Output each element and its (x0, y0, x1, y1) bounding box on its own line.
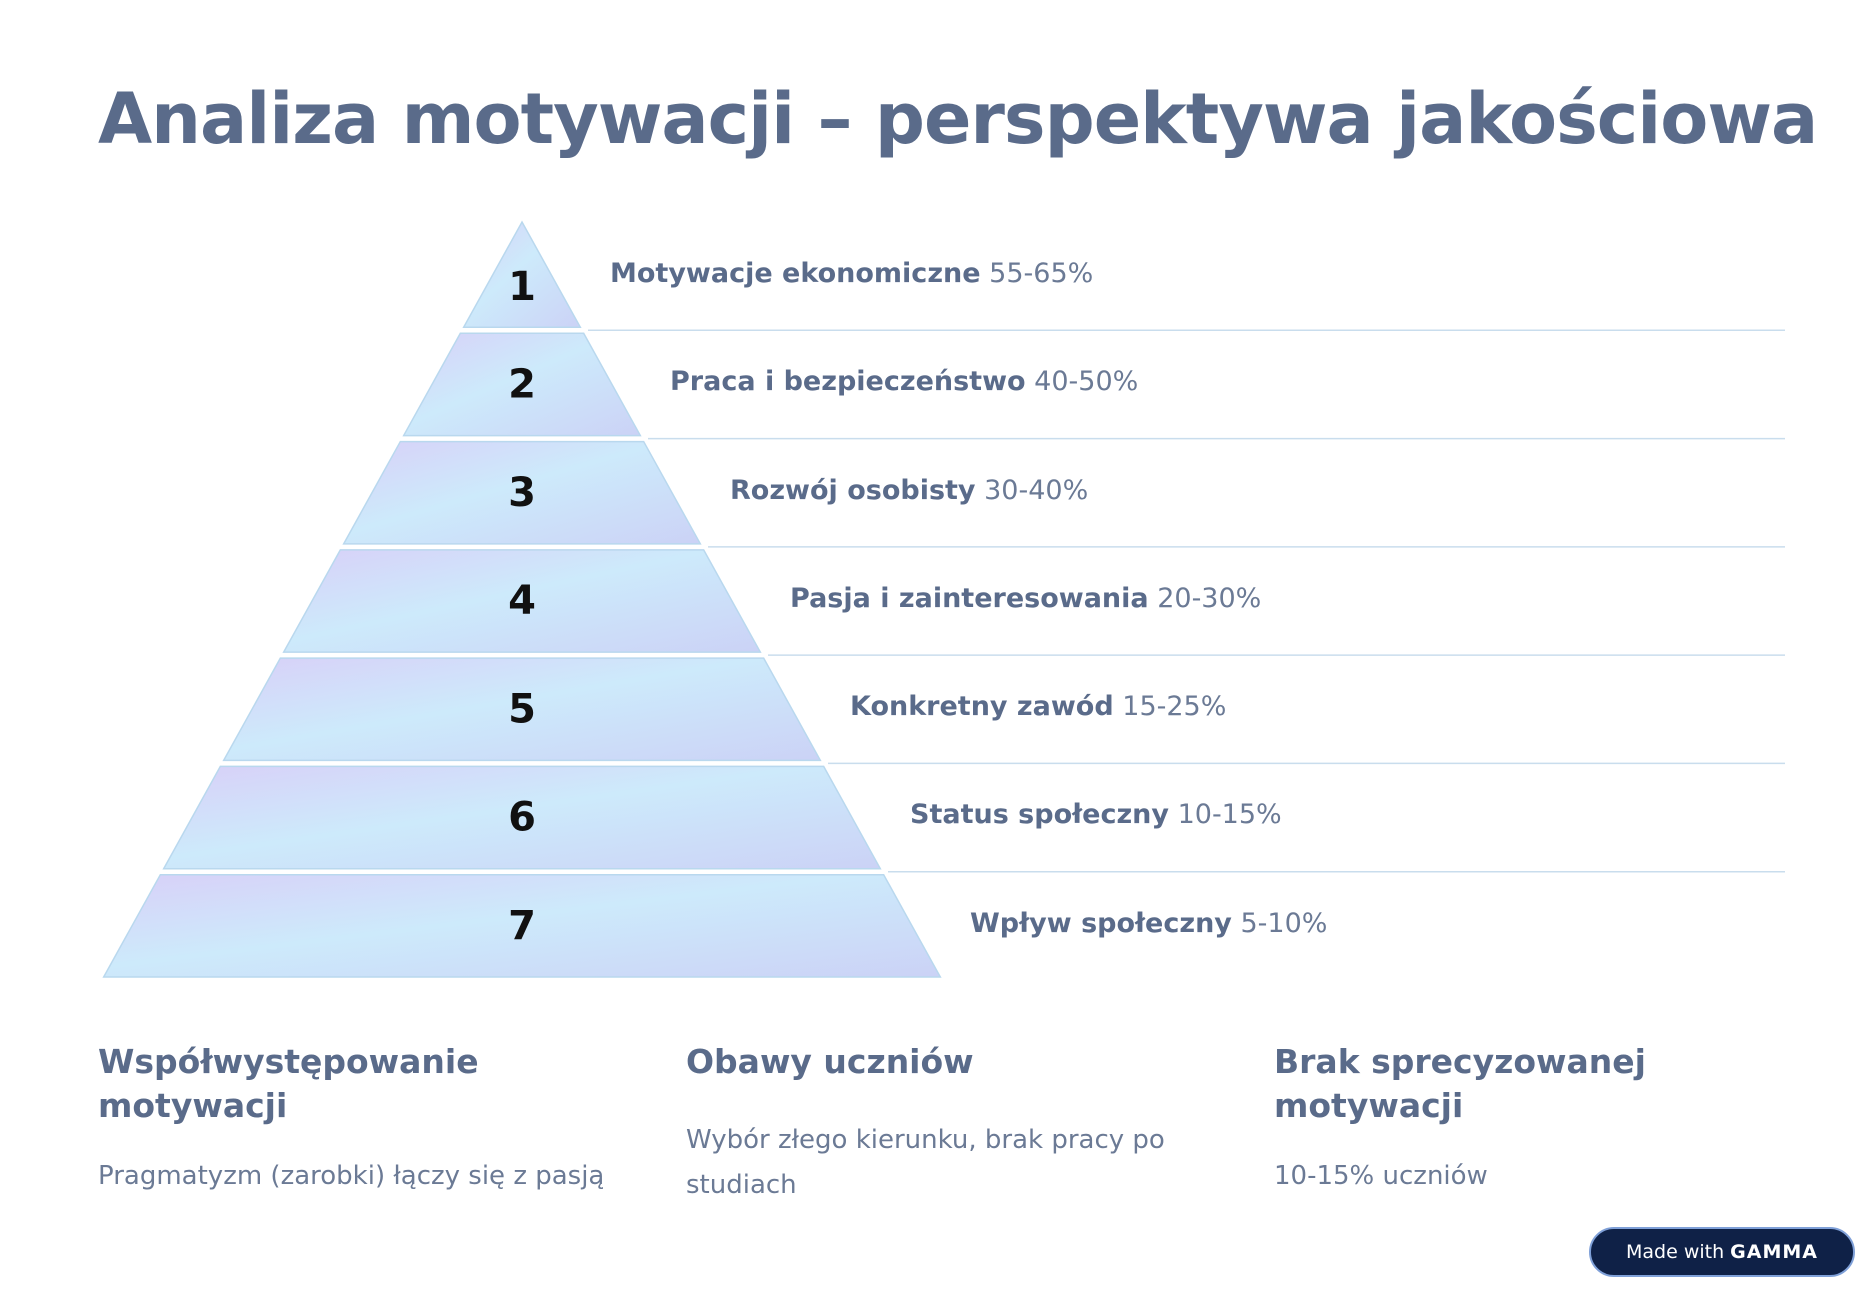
tier-label-name: Status społeczny (910, 799, 1169, 831)
tier-label-percent: 30-40% (975, 474, 1089, 506)
tier-label: Praca i bezpieczeństwo 40-50% (670, 366, 1138, 398)
tier-label-percent: 55-65% (980, 257, 1094, 289)
tier-number: 4 (508, 578, 536, 624)
pyramid-tier-5 (222, 657, 822, 762)
tier-number: 7 (508, 903, 536, 949)
column-text: Wybór złego kierunku, brak pracy po stud… (686, 1125, 1165, 1200)
tier-label: Pasja i zainteresowania 20-30% (790, 583, 1261, 615)
tier-label-name: Rozwój osobisty (730, 474, 976, 506)
pyramid-tier-7 (102, 873, 942, 978)
tier-number: 1 (508, 264, 536, 310)
tier-label-percent: 5-10% (1231, 907, 1328, 939)
tier-number: 3 (508, 470, 536, 516)
tier-label-percent: 20-30% (1148, 582, 1262, 614)
column-cooccurrence: Współwystępowanie motywacji Pragmatyzm (… (98, 1040, 618, 1199)
tier-label-name: Wpływ społeczny (970, 907, 1232, 939)
tier-number: 2 (508, 362, 536, 408)
column-text: Pragmatyzm (zarobki) łączy się z pasją (98, 1161, 605, 1191)
tier-label: Wpływ społeczny 5-10% (970, 908, 1327, 940)
column-no-motivation: Brak sprecyzowanej motywacji 10-15% uczn… (1274, 1040, 1734, 1199)
column-heading: Współwystępowanie motywacji (98, 1042, 479, 1125)
tier-label: Status społeczny 10-15% (910, 799, 1282, 831)
column-text: 10-15% uczniów (1274, 1161, 1488, 1191)
column-concerns: Obawy uczniów Wybór złego kierunku, brak… (686, 1040, 1186, 1208)
tier-label-name: Konkretny zawód (850, 691, 1114, 723)
pyramid-tier-4 (282, 549, 762, 653)
pyramid-diagram: 1 2 3 4 5 6 7 (102, 220, 1785, 978)
pyramid-tier-6 (162, 765, 882, 870)
tier-label-percent: 40-50% (1025, 366, 1139, 398)
tier-label-percent: 15-25% (1113, 691, 1227, 723)
tier-label: Konkretny zawód 15-25% (850, 691, 1226, 723)
column-heading: Brak sprecyzowanej motywacji (1274, 1042, 1646, 1125)
made-with-gamma-badge[interactable]: Made with GAMMA (1589, 1227, 1855, 1277)
tier-label-name: Praca i bezpieczeństwo (670, 366, 1026, 398)
page-title: Analiza motywacji – perspektywa jakościo… (98, 78, 1818, 160)
tier-label-name: Pasja i zainteresowania (790, 582, 1149, 614)
tier-label: Motywacje ekonomiczne 55-65% (610, 258, 1093, 290)
tier-label-percent: 10-15% (1169, 799, 1282, 831)
badge-prefix: Made with (1626, 1241, 1725, 1263)
gamma-logo: GAMMA (1730, 1241, 1818, 1263)
tier-number: 5 (508, 686, 536, 732)
tier-number: 6 (508, 795, 536, 841)
tier-label: Rozwój osobisty 30-40% (730, 475, 1088, 507)
tier-label-name: Motywacje ekonomiczne (610, 257, 981, 289)
pyramid-tier-2 (402, 332, 642, 437)
pyramid-tier-3 (342, 440, 702, 545)
column-heading: Obawy uczniów (686, 1042, 974, 1081)
pyramid-tier-1 (462, 220, 582, 329)
